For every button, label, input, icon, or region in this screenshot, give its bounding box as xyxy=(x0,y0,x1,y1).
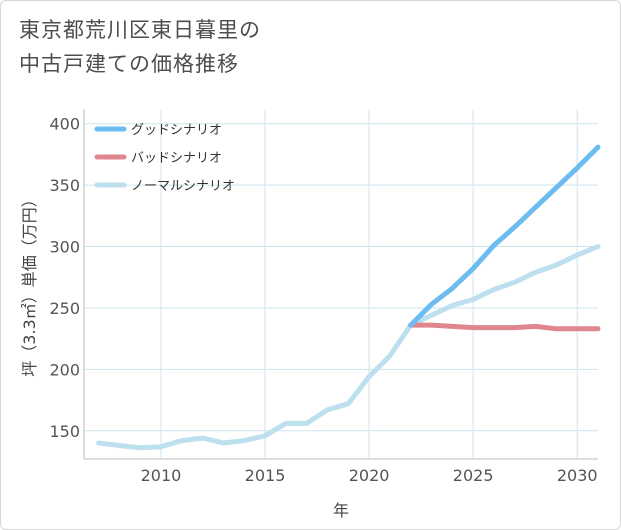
x-tick-label-2015: 2015 xyxy=(245,466,286,485)
axes: 2010 2015 2020 2025 2030 150 200 250 300 350 400 xyxy=(49,109,598,485)
y-tick-label-400: 400 xyxy=(49,115,80,134)
series-line-1 xyxy=(408,322,601,332)
series-lines xyxy=(96,144,601,451)
x-tick-label-2030: 2030 xyxy=(557,466,598,485)
legend-label-2: ノーマルシナリオ xyxy=(131,179,235,194)
y-axis-title: 坪（3.3㎡）単価（万円） xyxy=(20,191,39,376)
chart-title: 東京都荒川区東日暮里の 中古戸建ての価格推移 xyxy=(19,13,261,81)
x-tick-label-2010: 2010 xyxy=(141,466,182,485)
chart-title-line-1: 東京都荒川区東日暮里の xyxy=(19,18,261,42)
legend-label-0: グッドシナリオ xyxy=(131,123,222,138)
y-tick-label-250: 250 xyxy=(49,299,80,318)
y-tick-label-200: 200 xyxy=(49,360,80,379)
y-tick-label-350: 350 xyxy=(49,176,80,195)
legend-label-1: バッドシナリオ xyxy=(131,151,222,166)
series-line-0 xyxy=(408,144,601,328)
y-tick-label-150: 150 xyxy=(49,422,80,441)
series-line-2 xyxy=(96,244,601,451)
x-tick-label-2025: 2025 xyxy=(453,466,494,485)
x-tick-label-2020: 2020 xyxy=(349,466,390,485)
y-tick-label-300: 300 xyxy=(49,238,80,257)
chart-title-line-2: 中古戸建ての価格推移 xyxy=(19,52,239,76)
x-axis-title: 年 xyxy=(333,501,349,520)
